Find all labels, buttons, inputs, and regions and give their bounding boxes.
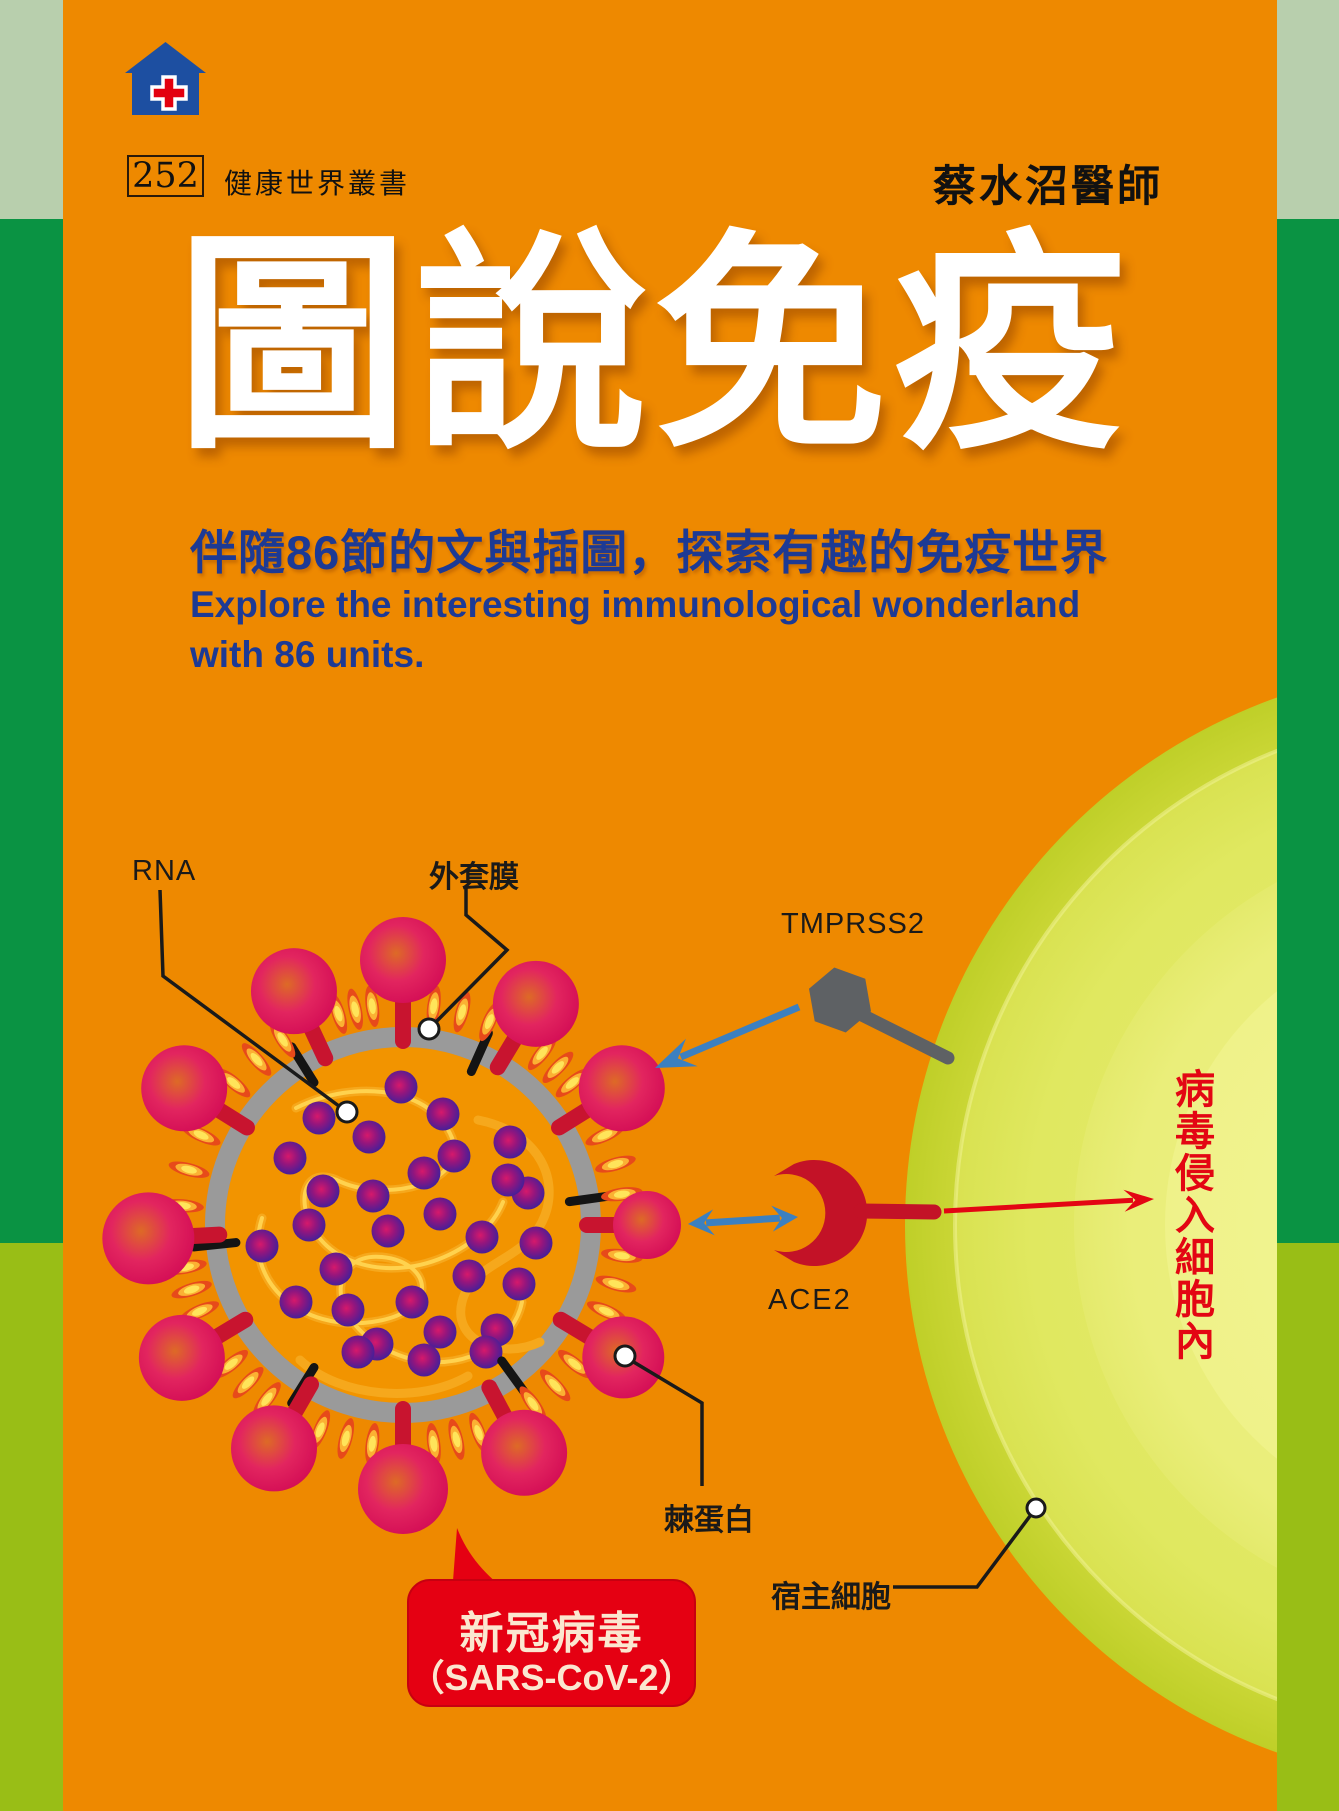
callout-virus-name: 新冠病毒 [459,1609,644,1658]
author-name: 蔡水沼醫師 [933,163,1163,211]
right-strip-yellow-green [1277,1243,1339,1811]
book-title: 圖說免疫 [176,207,1133,481]
label-rna: RNA [132,855,197,887]
callout-virus-name-en: （SARS-CoV-2） [408,1657,695,1698]
series-number-badge: 252 [127,155,204,197]
label-host-cell: 宿主細胞 [771,1581,891,1614]
label-tmprss2: TMPRSS2 [781,908,925,940]
left-strip-yellow-green [0,1243,63,1811]
label-virus-invasion: 病毒侵入細胞內 [1169,1068,1213,1362]
right-strip-pale [1277,0,1339,219]
subtitle-english-line1: Explore the interesting immunological wo… [190,584,1081,625]
subtitle-english-line2: with 86 units. [190,634,425,675]
label-spike-protein: 棘蛋白 [664,1504,754,1537]
label-ace2: ACE2 [768,1284,852,1316]
right-strip-green [1277,219,1339,1243]
subtitle-english: Explore the interesting immunological wo… [190,580,1080,680]
label-envelope: 外套膜 [429,861,519,894]
health-world-house-logo-icon [125,42,206,115]
subtitle-chinese: 伴隨86節的文與插圖，探索有趣的免疫世界 [190,526,1109,579]
left-strip-pale [0,0,63,219]
left-strip-green [0,219,63,1243]
series-name: 健康世界叢書 [224,168,411,199]
